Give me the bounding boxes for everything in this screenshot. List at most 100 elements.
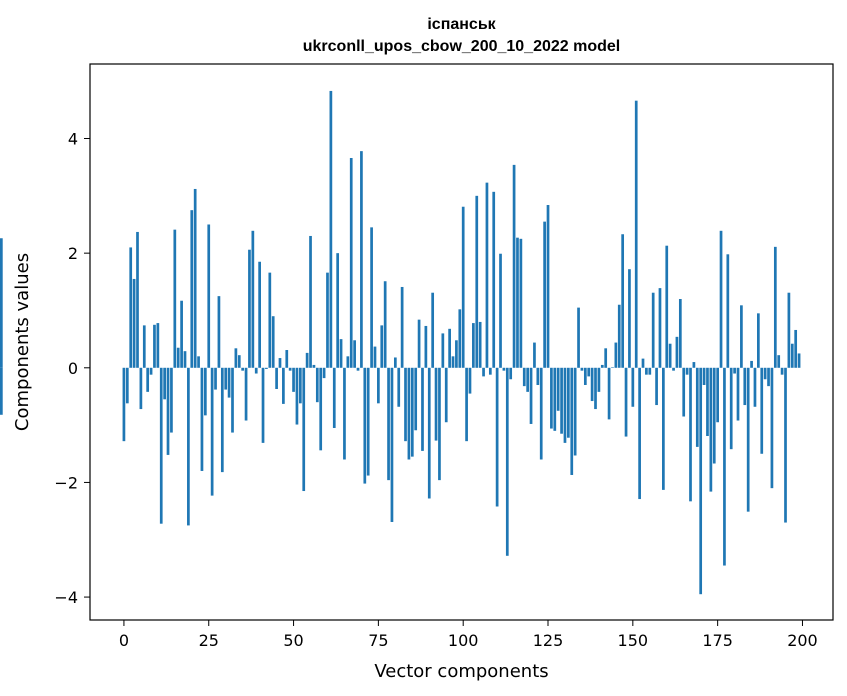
chart-title-line1: іспанськ	[427, 16, 496, 33]
bar-57	[315, 367, 319, 403]
bar-106	[482, 367, 485, 377]
bar-109	[492, 191, 496, 368]
bar-undefined	[0, 238, 3, 368]
bar-150	[631, 367, 635, 407]
bar-65	[343, 367, 346, 460]
bar-23	[200, 367, 204, 471]
bar-32	[231, 367, 234, 433]
bar-66	[346, 356, 350, 368]
bar-96	[448, 328, 451, 368]
bar-199	[797, 353, 801, 368]
bar-64	[339, 339, 343, 368]
bar-160	[665, 245, 669, 368]
bar-146	[617, 304, 621, 368]
bar-124	[543, 221, 546, 368]
y-axis-label: Components values	[12, 253, 33, 431]
bar-105	[478, 321, 482, 368]
bar-178	[726, 254, 730, 368]
bar-56	[312, 364, 316, 368]
bar-26	[210, 367, 214, 496]
bar-172	[706, 367, 709, 436]
bar-54	[305, 352, 309, 368]
bar-186	[753, 367, 757, 407]
bar-195	[784, 367, 787, 523]
bar-31	[227, 367, 231, 398]
x-tick-label-50: 50	[283, 631, 303, 650]
bar-93	[438, 367, 441, 481]
bar-18	[183, 351, 187, 368]
bar-120	[529, 367, 533, 424]
bar-97	[451, 356, 455, 368]
bar-155	[648, 367, 652, 375]
bar-50	[292, 367, 295, 392]
bar-159	[662, 367, 665, 490]
x-tick-label-150: 150	[618, 631, 649, 650]
bar-164	[678, 299, 682, 368]
bar-179	[729, 367, 733, 450]
bar-24	[203, 367, 207, 416]
bar-112	[502, 367, 506, 371]
bar-36	[244, 367, 248, 421]
bar-132	[570, 367, 574, 475]
bar-72	[366, 367, 370, 476]
bar-11	[159, 367, 163, 524]
bar-144	[611, 367, 614, 368]
bar-189	[763, 367, 767, 380]
bar-81	[397, 367, 401, 407]
y-tick-label-0: 0	[68, 359, 78, 378]
bar-130	[563, 367, 567, 443]
bar-87	[417, 319, 421, 368]
bar-68	[353, 340, 356, 368]
bar-181	[736, 367, 740, 421]
bar-122	[536, 367, 540, 385]
bar-34	[237, 355, 241, 368]
bar-108	[488, 367, 492, 375]
bar-138	[590, 367, 594, 402]
bar-183	[743, 367, 747, 406]
bar-127	[553, 367, 557, 431]
bar-157	[655, 367, 658, 406]
bar-100	[461, 206, 465, 368]
bar-88	[421, 367, 424, 451]
bar-9	[153, 324, 156, 368]
bar-92	[434, 367, 438, 441]
x-tick-label-100: 100	[448, 631, 479, 650]
bar-148	[624, 367, 628, 437]
bar-89	[424, 325, 428, 368]
bar-45	[275, 367, 278, 389]
bar-21	[193, 188, 197, 368]
bar-139	[594, 367, 597, 410]
bar-114	[509, 367, 513, 380]
bar-39	[254, 367, 258, 374]
bar-22	[197, 356, 200, 368]
x-tick-label-175: 175	[702, 631, 733, 650]
bar-7	[146, 367, 150, 392]
chart-title-line2: ukrconll_upos_cbow_200_10_2022 model	[303, 38, 620, 55]
bar-51	[295, 367, 299, 425]
bar-136	[583, 367, 587, 385]
bar-48	[285, 350, 289, 368]
bar-67	[349, 158, 353, 368]
bar-85	[410, 367, 414, 457]
bar-6	[142, 325, 146, 368]
bar-10	[156, 323, 160, 368]
y-tick-label--4: −4	[54, 588, 78, 607]
bar-3	[132, 278, 136, 368]
bar-86	[414, 367, 418, 431]
bar-99	[458, 309, 462, 368]
bar-16	[176, 347, 180, 368]
bar-15	[173, 229, 177, 368]
bar-121	[533, 342, 536, 368]
bar-42	[265, 367, 268, 369]
bar-90	[427, 367, 431, 499]
bar-19	[187, 367, 190, 526]
bar-28	[217, 296, 221, 368]
bar-137	[587, 367, 591, 377]
bar-61	[329, 90, 333, 368]
bar-143	[607, 367, 611, 420]
bar-77	[383, 281, 387, 368]
bar-196	[787, 292, 791, 368]
y-axis-ticks: −4 −2 0 2 4	[54, 130, 90, 607]
bar-115	[512, 164, 516, 368]
